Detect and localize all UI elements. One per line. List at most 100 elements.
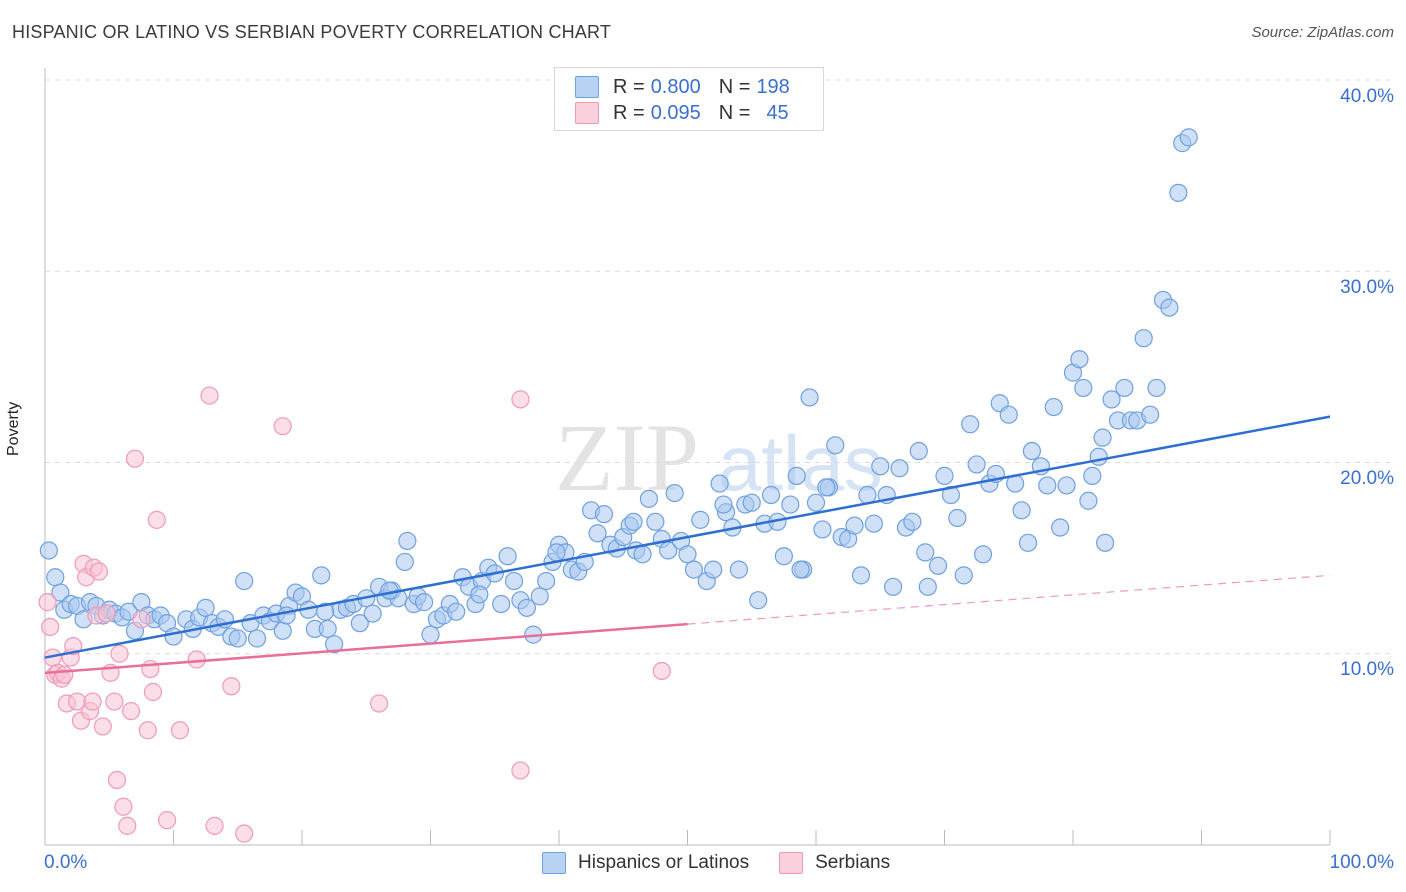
serbian-point [147, 510, 166, 529]
hispanic-point [800, 388, 819, 407]
serbian-point [170, 721, 190, 740]
hispanic-point [858, 485, 877, 505]
serbian-point [83, 692, 102, 711]
hispanic-point [588, 524, 607, 543]
r-label: R = [613, 101, 645, 124]
hispanic-point [691, 510, 710, 529]
hispanic-point [935, 466, 954, 485]
hispanic-point [421, 625, 440, 644]
serbian-point [205, 816, 224, 835]
serbian-point [273, 417, 292, 436]
serbian-point [200, 386, 219, 405]
hispanic-point [1044, 397, 1063, 417]
hispanic-trend-line [44, 415, 1331, 659]
hispanic-point [39, 541, 58, 560]
n-label: N = [718, 101, 751, 124]
hispanic-point [826, 436, 845, 455]
legend-item-serbian[interactable]: Serbians [779, 852, 890, 874]
serbian-legend-swatch [779, 852, 804, 874]
hispanic-point [787, 466, 806, 485]
hispanic-point [909, 441, 928, 461]
hispanic-point [312, 566, 331, 585]
hispanic-point [903, 512, 922, 531]
hispanic-point [973, 545, 993, 564]
hispanic-point [749, 591, 768, 610]
hispanic-point [517, 598, 536, 617]
serbian-point [132, 610, 151, 629]
serbian-point [652, 661, 671, 681]
hispanic-point [678, 545, 697, 564]
serbian-point [141, 659, 160, 679]
hispanic-point [51, 583, 70, 602]
r-label: R = [613, 75, 645, 98]
serbian-point [110, 644, 129, 663]
hispanic-point [1057, 476, 1076, 495]
hispanic-point [781, 495, 800, 514]
hispanic-point [1169, 183, 1188, 202]
hispanic-point [774, 547, 793, 566]
r-value: 0.800 [650, 75, 701, 98]
hispanic-point [1140, 405, 1160, 424]
legend-label: Serbians [815, 852, 891, 873]
hispanic-point [498, 547, 517, 566]
hispanic-point [684, 560, 704, 579]
hispanic-point [761, 485, 781, 505]
x-tick-max: 100.0% [1329, 852, 1394, 873]
serbian-point [38, 593, 57, 612]
hispanic-point [537, 571, 556, 591]
hispanic-point [363, 604, 382, 623]
hispanic-point [1115, 378, 1134, 398]
serbian-point [105, 692, 124, 711]
hispanic-point [1096, 533, 1115, 552]
serbian-point [89, 562, 109, 581]
y-tick-label: 20.0% [1340, 468, 1394, 489]
x-tick-min: 0.0% [44, 852, 88, 873]
hispanic-point [1160, 298, 1179, 317]
hispanic-point [918, 577, 937, 596]
y-tick-label: 30.0% [1340, 277, 1394, 298]
hispanic-point [398, 531, 417, 551]
hispanic-point [164, 627, 183, 646]
serbian-point [125, 449, 145, 468]
hispanic-point [1022, 441, 1041, 461]
hispanic-point [704, 560, 723, 579]
hispanic-point [325, 635, 344, 654]
hispanic-point [1089, 447, 1108, 466]
hispanic-point [196, 598, 215, 617]
hispanic-point [1147, 378, 1166, 398]
hispanic-point [1134, 329, 1153, 348]
hispanic-legend-swatch [542, 852, 566, 874]
hispanic-point [318, 619, 337, 638]
hispanic-point [1074, 378, 1093, 398]
hispanic-point [414, 593, 434, 612]
hispanic-point [235, 571, 254, 591]
hispanic-point [350, 614, 369, 633]
serbian-point [118, 816, 137, 835]
hispanic-point [646, 512, 665, 531]
hispanic-point [928, 556, 948, 575]
serbian-point [187, 650, 206, 669]
serbian-point [97, 604, 116, 623]
hispanic-point [729, 560, 749, 579]
y-tick-label: 10.0% [1340, 659, 1394, 680]
serbian-trend-extension [687, 574, 1331, 625]
stats-row-hispanic: R = 0.800 N = 198 [575, 74, 790, 100]
serbian-point [41, 617, 60, 637]
series-legend: Hispanics or Latinos Serbians [542, 852, 920, 874]
hispanic-point [851, 566, 871, 585]
chart-title: HISPANIC OR LATINO VS SERBIAN POVERTY CO… [12, 22, 612, 42]
hispanic-point [594, 505, 614, 524]
hispanic-point [999, 405, 1018, 424]
hispanic-point [247, 629, 267, 648]
hispanic-point [228, 629, 247, 648]
legend-item-hispanic[interactable]: Hispanics or Latinos [542, 852, 749, 874]
hispanic-point [791, 560, 810, 579]
hispanic-point [547, 543, 566, 562]
hispanic-swatch [575, 76, 599, 98]
hispanic-point [883, 577, 903, 596]
serbian-point [107, 770, 127, 790]
serbian-point [93, 717, 112, 736]
serbian-point [511, 390, 530, 409]
hispanic-point [1083, 466, 1102, 485]
